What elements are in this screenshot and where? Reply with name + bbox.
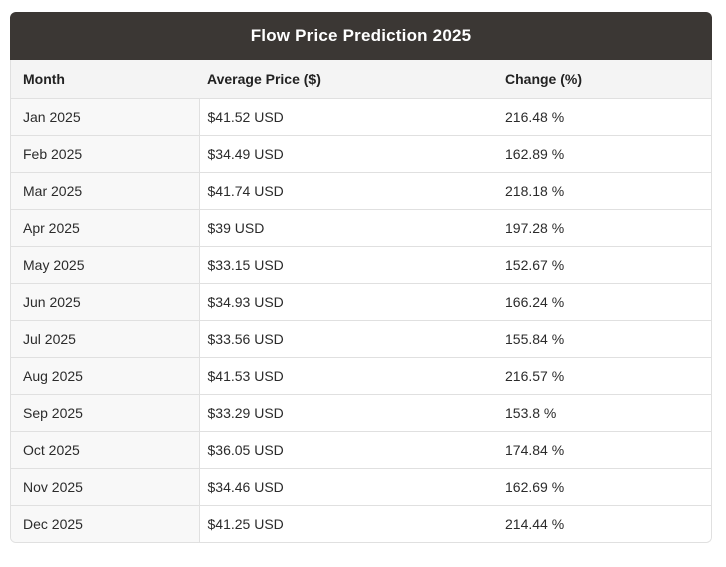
change-cell: 166.24 % bbox=[497, 282, 711, 320]
table-row: Oct 2025 $36.05 USD 174.84 % bbox=[11, 430, 711, 468]
table-header-row: Month Average Price ($) Change (%) bbox=[11, 60, 711, 98]
table-row: Aug 2025 $41.53 USD 216.57 % bbox=[11, 356, 711, 394]
price-cell: $34.46 USD bbox=[199, 467, 497, 505]
price-cell: $41.52 USD bbox=[199, 97, 497, 135]
price-cell: $33.15 USD bbox=[199, 245, 497, 283]
table-container: Month Average Price ($) Change (%) Jan 2… bbox=[10, 60, 712, 543]
change-cell: 174.84 % bbox=[497, 430, 711, 468]
month-cell: Feb 2025 bbox=[11, 134, 200, 172]
change-cell: 152.67 % bbox=[497, 245, 711, 283]
price-cell: $33.29 USD bbox=[199, 393, 497, 431]
price-cell: $41.74 USD bbox=[199, 171, 497, 209]
table-row: Apr 2025 $39 USD 197.28 % bbox=[11, 208, 711, 246]
month-cell: Mar 2025 bbox=[11, 171, 200, 209]
table-row: Jun 2025 $34.93 USD 166.24 % bbox=[11, 282, 711, 320]
table-row: Jan 2025 $41.52 USD 216.48 % bbox=[11, 97, 711, 135]
table-row: Nov 2025 $34.46 USD 162.69 % bbox=[11, 467, 711, 505]
month-cell: Jan 2025 bbox=[11, 97, 200, 135]
table-row: Sep 2025 $33.29 USD 153.8 % bbox=[11, 393, 711, 431]
table-body: Jan 2025 $41.52 USD 216.48 % Feb 2025 $3… bbox=[11, 97, 711, 542]
month-cell: Jul 2025 bbox=[11, 319, 200, 357]
column-header-month: Month bbox=[11, 60, 199, 98]
month-cell: Oct 2025 bbox=[11, 430, 200, 468]
change-cell: 214.44 % bbox=[497, 504, 711, 542]
page-title: Flow Price Prediction 2025 bbox=[250, 26, 472, 45]
change-cell: 153.8 % bbox=[497, 393, 711, 431]
table-row: Mar 2025 $41.74 USD 218.18 % bbox=[11, 171, 711, 209]
month-cell: Aug 2025 bbox=[11, 356, 200, 394]
card-title-bar: Flow Price Prediction 2025 bbox=[10, 12, 712, 60]
change-cell: 216.48 % bbox=[497, 97, 711, 135]
change-cell: 155.84 % bbox=[497, 319, 711, 357]
column-header-average-price: Average Price ($) bbox=[199, 60, 497, 98]
table-row: Feb 2025 $34.49 USD 162.89 % bbox=[11, 134, 711, 172]
price-cell: $41.25 USD bbox=[199, 504, 497, 542]
change-cell: 216.57 % bbox=[497, 356, 711, 394]
price-cell: $39 USD bbox=[199, 208, 497, 246]
price-cell: $34.49 USD bbox=[199, 134, 497, 172]
month-cell: May 2025 bbox=[11, 245, 200, 283]
month-cell: Dec 2025 bbox=[11, 504, 200, 542]
month-cell: Nov 2025 bbox=[11, 467, 200, 505]
price-cell: $33.56 USD bbox=[199, 319, 497, 357]
month-cell: Apr 2025 bbox=[11, 208, 200, 246]
table-row: Jul 2025 $33.56 USD 155.84 % bbox=[11, 319, 711, 357]
table-row: May 2025 $33.15 USD 152.67 % bbox=[11, 245, 711, 283]
change-cell: 162.89 % bbox=[497, 134, 711, 172]
change-cell: 197.28 % bbox=[497, 208, 711, 246]
table-row: Dec 2025 $41.25 USD 214.44 % bbox=[11, 504, 711, 542]
price-prediction-table: Month Average Price ($) Change (%) Jan 2… bbox=[11, 60, 711, 542]
price-cell: $41.53 USD bbox=[199, 356, 497, 394]
change-cell: 162.69 % bbox=[497, 467, 711, 505]
price-cell: $36.05 USD bbox=[199, 430, 497, 468]
column-header-change: Change (%) bbox=[497, 60, 711, 98]
price-cell: $34.93 USD bbox=[199, 282, 497, 320]
month-cell: Sep 2025 bbox=[11, 393, 200, 431]
month-cell: Jun 2025 bbox=[11, 282, 200, 320]
change-cell: 218.18 % bbox=[497, 171, 711, 209]
price-prediction-card: Flow Price Prediction 2025 Month Average… bbox=[10, 12, 712, 543]
